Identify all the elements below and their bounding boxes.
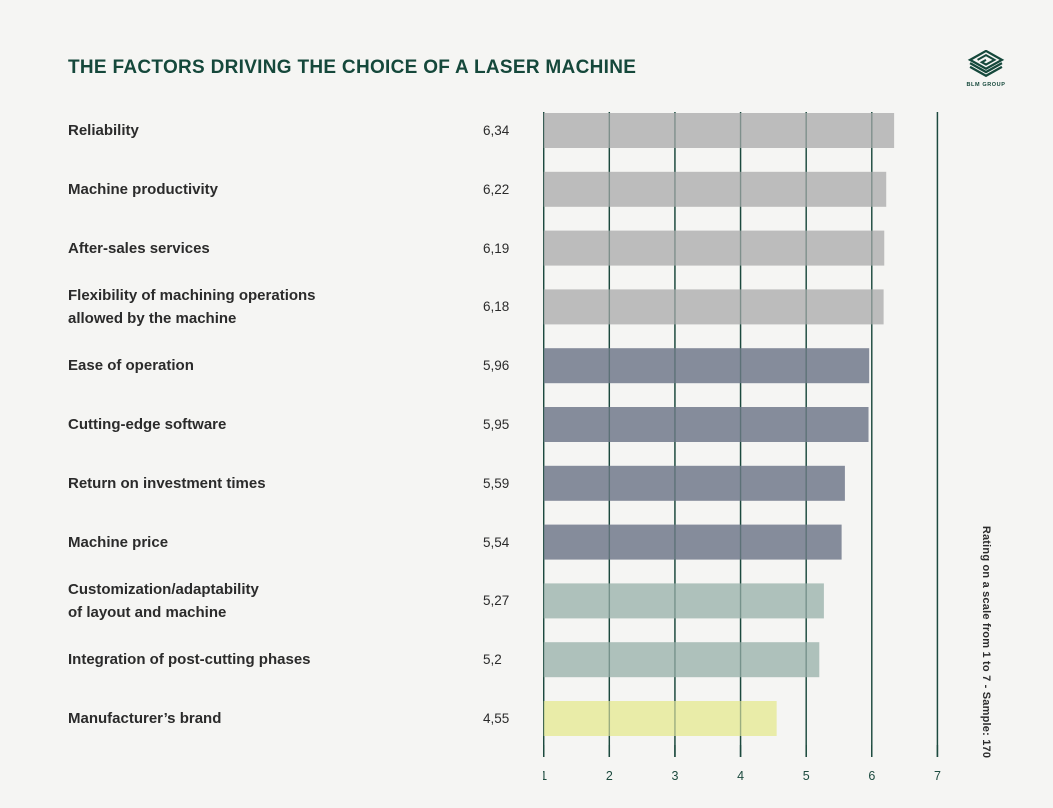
bar-4 xyxy=(543,289,884,325)
chart-row: Cutting-edge software 5,95 xyxy=(68,396,538,454)
category-label: Manufacturer’s brand xyxy=(68,710,222,727)
chart-row: Machine price 5,54 xyxy=(68,513,538,571)
x-tick-label: 5 xyxy=(803,769,810,783)
chart-row: Flexibility of machining operations allo… xyxy=(68,278,538,336)
blm-group-logo-icon xyxy=(967,50,1005,78)
category-label: Machine price xyxy=(68,533,169,551)
chart-row: After-sales services 6,19 xyxy=(68,219,538,277)
x-tick-label: 2 xyxy=(606,769,613,783)
value-label: 5,59 xyxy=(483,475,510,491)
category-label: After-sales services xyxy=(68,239,210,257)
side-note-rating-scale: Rating on a scale from 1 to 7 - Sample: … xyxy=(980,525,992,759)
category-label: Flexibility of machining operations allo… xyxy=(68,286,316,327)
value-label: 5,96 xyxy=(483,358,510,374)
bar-11 xyxy=(543,701,777,736)
x-tick-label: 7 xyxy=(934,769,941,783)
bar-10 xyxy=(543,642,820,678)
value-label: 6,18 xyxy=(483,299,510,315)
x-tick-label: 1 xyxy=(543,769,547,783)
bar-5 xyxy=(543,348,870,384)
value-label: 6,34 xyxy=(483,123,510,138)
value-label: 6,22 xyxy=(483,181,510,197)
category-label: Return on investment times xyxy=(68,474,266,492)
bar-1 xyxy=(543,113,895,148)
brand-logo-text: BLM GROUP xyxy=(966,82,1006,88)
value-label: 4,55 xyxy=(483,711,510,726)
value-label: 5,27 xyxy=(483,593,510,609)
x-tick-label: 4 xyxy=(737,769,744,783)
x-tick-label: 6 xyxy=(868,769,875,783)
value-label: 5,54 xyxy=(483,534,510,550)
bar-chart: 1 2 3 4 5 6 7 xyxy=(543,112,941,783)
category-rows: Reliability 6,34 Machine productivity 6,22 A… xyxy=(68,0,538,808)
bar-6 xyxy=(543,407,869,442)
chart-row: Integration of post-cutting phases 5,2 xyxy=(68,631,538,689)
chart-row: Reliability 6,34 xyxy=(68,102,538,160)
brand-logo: BLM GROUP xyxy=(963,50,1009,88)
category-label: Machine productivity xyxy=(68,180,219,198)
category-label: Customization/adaptability of layout and… xyxy=(68,580,259,621)
category-label: Ease of operation xyxy=(68,357,194,375)
bar-7 xyxy=(543,465,845,501)
category-label: Integration of post-cutting phases xyxy=(68,651,311,669)
bar-3 xyxy=(543,230,885,266)
page-title: THE FACTORS DRIVING THE CHOICE OF A LASE… xyxy=(68,57,637,78)
chart-row: Return on investment times 5,59 xyxy=(68,454,538,512)
category-label: Cutting-edge software xyxy=(68,416,227,433)
chart-row: Machine productivity 6,22 xyxy=(68,160,538,218)
chart-row: Ease of operation 5,96 xyxy=(68,337,538,395)
x-tick-label: 3 xyxy=(671,769,678,783)
value-label: 6,19 xyxy=(483,240,510,256)
bar-8 xyxy=(543,524,842,560)
bar-9 xyxy=(543,583,824,619)
chart-row: Customization/adaptability of layout and… xyxy=(68,572,538,630)
category-label: Reliability xyxy=(68,122,139,139)
chart-row: Manufacturer’s brand 4,55 xyxy=(68,690,538,748)
value-label: 5,2 xyxy=(483,652,502,668)
value-label: 5,95 xyxy=(483,417,510,432)
bar-2 xyxy=(543,171,887,207)
